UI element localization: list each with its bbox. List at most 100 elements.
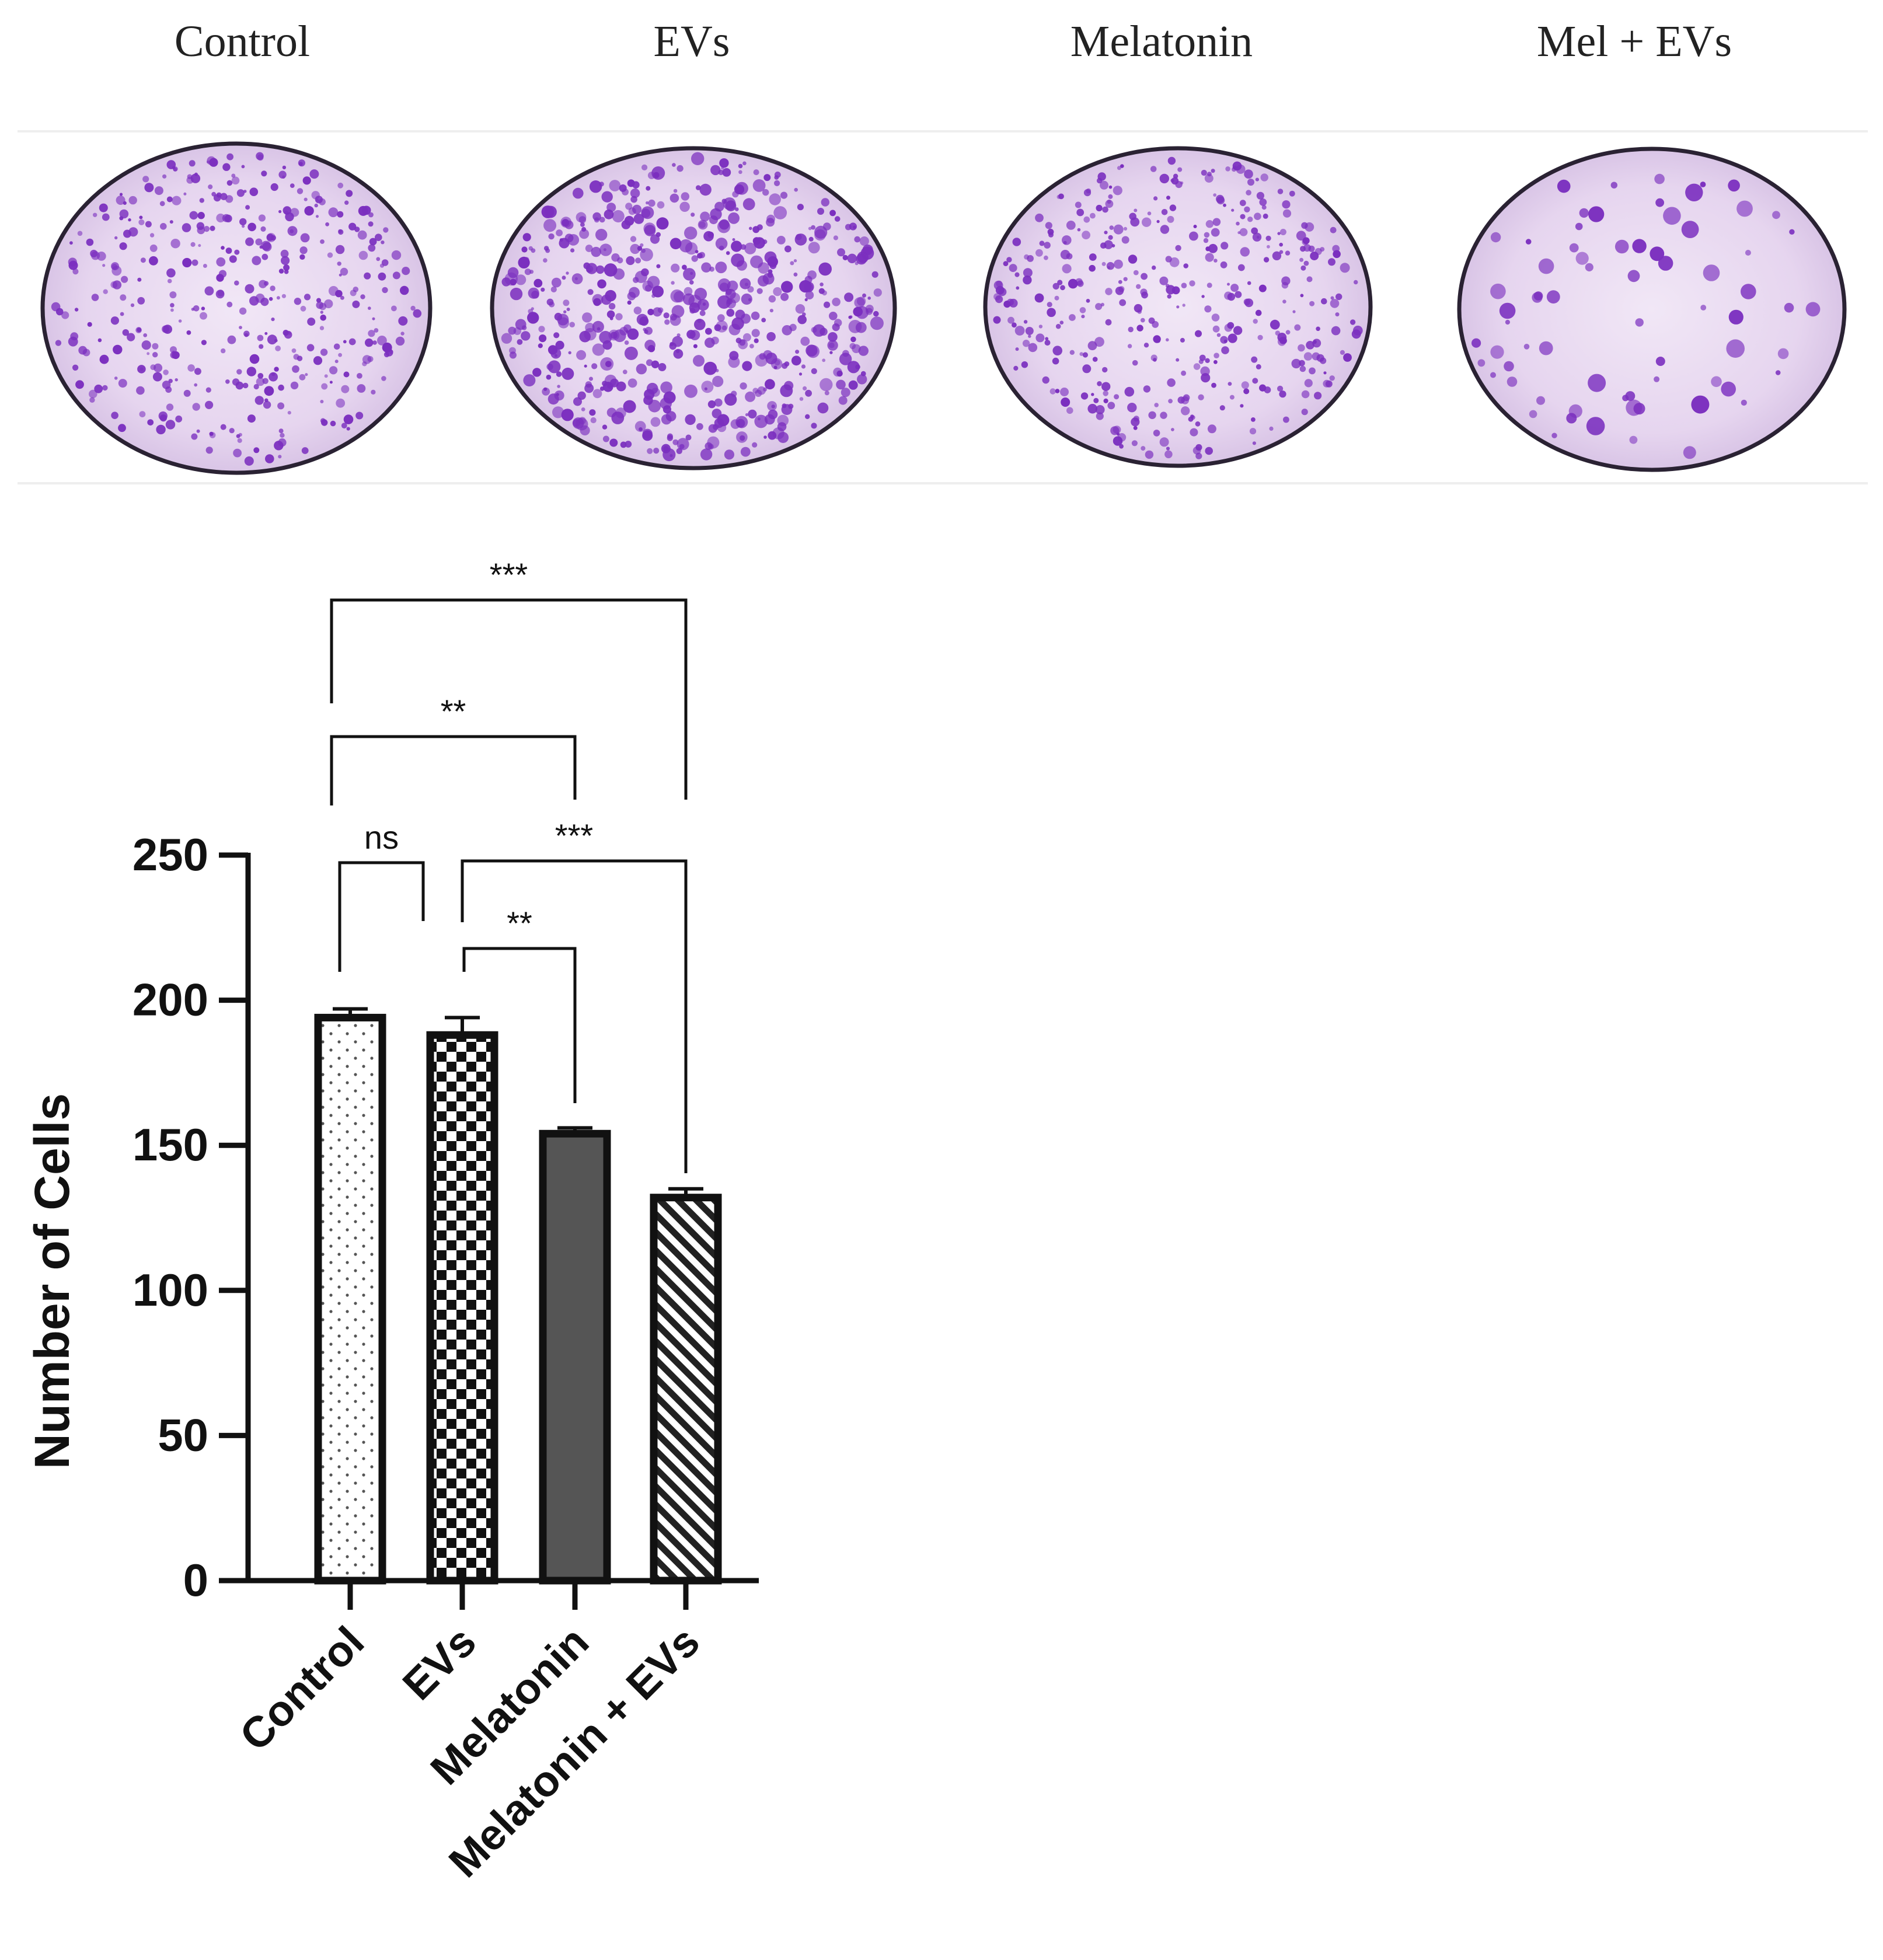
colony: [1247, 179, 1254, 186]
colony: [776, 236, 786, 245]
colony: [689, 308, 696, 314]
colony: [358, 250, 368, 260]
colony: [381, 259, 389, 266]
colony: [732, 238, 735, 241]
colony: [562, 275, 566, 280]
colony: [159, 201, 165, 207]
colony: [599, 182, 604, 187]
colony: [507, 267, 519, 278]
colony: [626, 256, 635, 266]
colony: [278, 438, 287, 447]
colony: [714, 324, 721, 332]
colony: [1525, 239, 1532, 245]
colony: [1728, 179, 1740, 192]
colony: [543, 219, 557, 232]
colony: [567, 234, 580, 246]
colony: [1309, 367, 1316, 375]
colony: [543, 258, 548, 263]
colony-dish: [983, 146, 1373, 468]
colony: [1034, 293, 1044, 303]
colony: [1113, 224, 1124, 235]
colony: [245, 284, 254, 294]
colony: [752, 388, 759, 394]
colony: [633, 306, 642, 315]
colony: [1301, 390, 1310, 399]
colony: [183, 192, 187, 196]
colony: [136, 386, 145, 395]
colony: [1164, 450, 1173, 459]
colony: [89, 389, 97, 399]
colony: [327, 252, 333, 258]
colony: [360, 294, 365, 299]
colony: [995, 285, 1005, 295]
colony: [1249, 428, 1257, 435]
colony: [1256, 364, 1261, 369]
colony: [754, 338, 759, 343]
colony: [368, 244, 376, 252]
colony: [1167, 294, 1171, 299]
colony: [1082, 364, 1092, 374]
colony: [145, 221, 152, 228]
colony: [566, 308, 570, 311]
colony: [268, 372, 278, 382]
colony: [172, 351, 180, 360]
colony: [1160, 411, 1167, 419]
colony: [853, 308, 857, 312]
colony: [796, 233, 802, 240]
colony: [314, 203, 318, 208]
significance-label: **: [441, 693, 466, 730]
colony: [685, 414, 696, 426]
colony: [513, 327, 522, 335]
colony: [1145, 450, 1154, 459]
colony: [413, 309, 422, 318]
colony: [1255, 309, 1262, 316]
colony: [292, 365, 299, 373]
colony: [719, 158, 729, 168]
colony: [1655, 198, 1665, 207]
colony: [1130, 217, 1140, 227]
colony: [1255, 177, 1259, 182]
colony: [149, 233, 155, 238]
colony: [260, 226, 266, 232]
colony: [1296, 231, 1306, 241]
colony: [592, 294, 604, 305]
colony: [244, 456, 254, 466]
colony: [156, 424, 166, 435]
colony: [371, 389, 376, 395]
colony: [1134, 208, 1138, 212]
colony: [838, 396, 848, 405]
colony: [561, 409, 574, 421]
colony: [756, 288, 763, 294]
colony: [1254, 212, 1261, 221]
colony: [68, 260, 78, 270]
colony: [669, 342, 674, 346]
colony: [233, 448, 242, 458]
colony: [1285, 250, 1291, 256]
colony: [691, 212, 695, 217]
colony: [794, 187, 798, 192]
colony: [305, 373, 308, 376]
colony: [163, 369, 169, 375]
colony: [804, 275, 813, 284]
colony: [154, 363, 163, 372]
significance-bracket: [330, 735, 577, 805]
colony: [1176, 358, 1180, 362]
colony: [154, 186, 163, 196]
colony: [324, 374, 328, 378]
colony: [1335, 312, 1340, 317]
colony: [1263, 213, 1268, 219]
colony: [745, 391, 756, 402]
colony: [372, 317, 375, 320]
bar: [314, 1013, 386, 1585]
colony: [1009, 264, 1017, 273]
colony: [1231, 208, 1235, 212]
colony: [671, 263, 680, 273]
colony: [642, 280, 654, 292]
colony: [763, 435, 767, 439]
colony: [1012, 322, 1017, 328]
colony: [721, 198, 727, 204]
colony: [137, 365, 146, 374]
colony: [669, 238, 682, 250]
colony: [175, 415, 183, 423]
colony: [1166, 338, 1169, 341]
